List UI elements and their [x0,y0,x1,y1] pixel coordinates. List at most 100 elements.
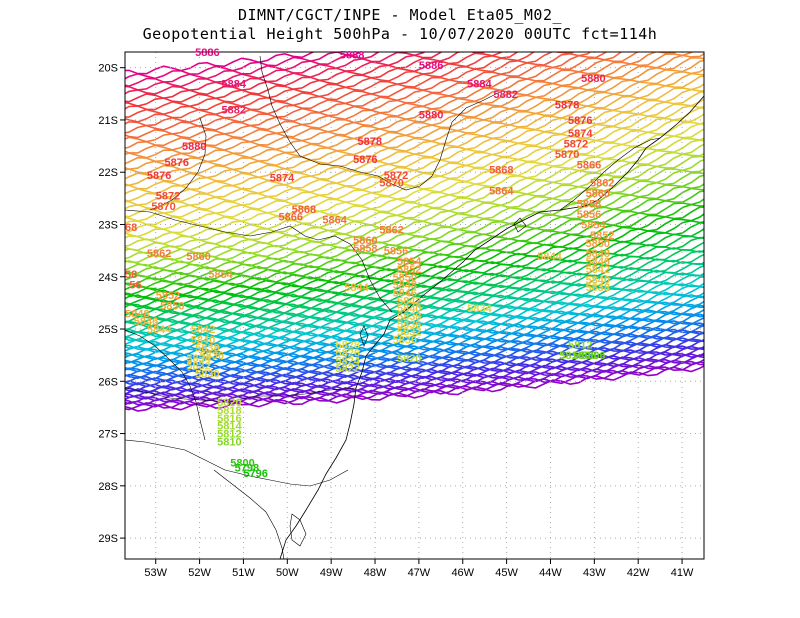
contour-line [125,308,704,366]
contour-label: 5810 [559,350,583,362]
contour-label: 5870 [151,201,175,213]
contour-line [125,75,704,187]
contour-label: 5810 [217,436,241,448]
contour-label: 5820 [397,353,421,365]
state-border-mg [259,55,501,191]
santa-catarina-island [359,325,369,347]
contour-label: 5806 [581,350,605,362]
contour-line [125,52,576,123]
contour-label: 5880 [182,141,206,153]
y-tick-label: 27S [98,429,118,441]
argentina-border [125,329,206,441]
contour-label: 5864 [489,186,514,198]
contour-label: 5856 [384,246,408,258]
contour-label: 5832 [397,327,421,339]
contour-label: 5826 [336,348,360,360]
contour-label: 5866 [577,159,601,171]
contour-label: 5820 [217,397,241,409]
contour-label: 5858 [577,199,601,211]
contour-label: 5838 [586,282,610,294]
contour-label: 5840 [397,303,421,315]
contour-label: 5844 [147,324,172,336]
contour-line [125,174,704,275]
contour-line [125,52,503,107]
contour-label: 5846 [393,287,417,299]
contour-line [125,347,704,399]
contour-line [125,155,704,260]
contour-label: 5836 [397,319,421,331]
contour-label: 5866 [279,212,303,224]
y-tick-label: 26S [98,376,118,388]
axis-ticks: 53W 52W 51W 50W 49W 48W 47W 46W 45W 44W 43W 42W 41W 2… [98,63,694,579]
contour-label: 5886 [195,47,219,59]
contour-label: 58 [125,269,137,281]
x-tick-label: 48W [364,567,387,579]
map-title-line-1: DIMNT/CGCT/INPE - Model Eta05_M02_ [237,6,563,24]
contour-line [125,236,704,315]
contour-line [125,158,704,264]
contour-label: 5848 [125,308,149,320]
contour-label: 5860 [586,188,610,200]
contour-label: 5858 [353,243,377,255]
contour-label: 5862 [379,225,403,237]
contour-label: 5886 [419,60,443,72]
contour-line [125,143,704,252]
contour-line [125,128,704,238]
contour-label: 5814 [217,421,242,433]
contour-label: 5818 [217,405,241,417]
contour-label: 5856 [577,209,601,221]
contour-label: 5872 [384,170,408,182]
contour-label: 5870 [379,178,403,190]
contour-label: 5860 [353,235,377,247]
x-tick-label: 41W [671,567,694,579]
x-tick-label: 53W [144,567,167,579]
contour-label: 5830 [195,368,219,380]
contour-line [125,190,704,286]
contour-label: 5846 [586,256,610,268]
contour-line [125,113,704,222]
contour-label: 5798 [235,463,259,475]
x-tick-label: 43W [583,567,606,579]
contour-line [125,198,704,289]
contour-label: 5868 [489,165,513,177]
contour-label: 5876 [164,157,188,169]
contour-label: 5834 [467,303,492,315]
contour-line [125,300,704,358]
contour-line [125,339,704,392]
contour-label: 5880 [581,73,605,85]
contour-line [125,59,704,171]
contour-label: 5878 [357,136,381,148]
contour-label: 68 [125,222,137,234]
y-tick-label: 20S [98,63,118,75]
contour-label: 5874 [270,172,295,184]
y-tick-label: 22S [98,167,118,179]
contour-line [125,52,694,154]
contour-line [125,203,704,292]
contour-label: 5848 [586,248,610,260]
contour-label: 5884 [222,78,247,90]
contour-line [125,295,704,357]
contour-line [125,321,704,374]
contour-label: 5844 [537,251,562,263]
contour-label: 5822 [336,363,360,375]
contour-label: 5828 [336,340,360,352]
state-border-pr-sc [125,387,357,403]
contour-line [125,52,536,118]
contour-line [125,275,704,342]
contour-line [125,122,704,233]
y-tick-label: 29S [98,533,118,545]
lagoa-dos-patos [289,513,307,547]
y-tick-label: 24S [98,272,118,284]
contour-label: 5850 [393,272,417,284]
contour-line [125,332,704,386]
contour-line [125,52,342,75]
contour-line [125,227,704,308]
contour-line [125,253,704,326]
contour-line [125,248,704,319]
contour-line [125,52,623,139]
sao-sebastiao-island [513,217,527,233]
contour-line [125,272,704,336]
contour-label: 5862 [147,248,171,260]
contour-label: 5840 [191,334,215,346]
contour-label: 5878 [555,99,579,111]
